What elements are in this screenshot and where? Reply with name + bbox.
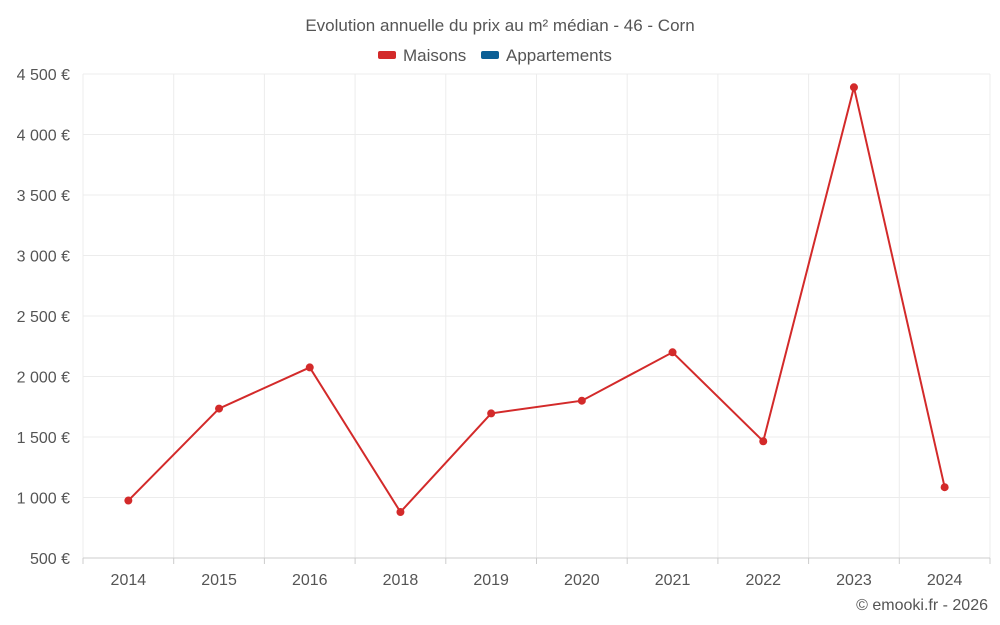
legend-swatch-appartements[interactable] bbox=[481, 51, 499, 59]
x-tick-label: 2020 bbox=[564, 572, 600, 589]
x-tick-label: 2024 bbox=[927, 572, 963, 589]
series-group bbox=[124, 83, 949, 517]
legend-label-maisons[interactable]: Maisons bbox=[403, 46, 466, 65]
data-point-maisons[interactable] bbox=[124, 496, 133, 505]
x-gridlines bbox=[82, 74, 991, 564]
x-tick-label: 2018 bbox=[383, 572, 419, 589]
x-axis-ticks: 2014 2015 2016 2018 2019 2020 2021 2022 2023 2024 bbox=[111, 572, 963, 589]
data-point-maisons[interactable] bbox=[577, 396, 586, 405]
x-tick-label: 2023 bbox=[836, 572, 872, 589]
y-tick-label: 1 500 € bbox=[17, 430, 70, 447]
x-tick-label: 2019 bbox=[473, 572, 509, 589]
x-tick-label: 2014 bbox=[111, 572, 147, 589]
y-tick-label: 2 000 € bbox=[17, 370, 70, 387]
y-tick-label: 4 000 € bbox=[17, 128, 70, 145]
data-point-maisons[interactable] bbox=[940, 483, 949, 492]
y-tick-label: 500 € bbox=[30, 551, 70, 568]
data-point-maisons[interactable] bbox=[759, 437, 768, 446]
data-point-maisons[interactable] bbox=[215, 404, 224, 413]
legend-swatch-maisons[interactable] bbox=[378, 51, 396, 59]
chart-title: Evolution annuelle du prix au m² médian … bbox=[305, 16, 694, 35]
series-line-maisons bbox=[127, 87, 946, 514]
y-tick-label: 4 500 € bbox=[17, 67, 70, 84]
y-tick-label: 1 000 € bbox=[17, 491, 70, 508]
x-tick-label: 2021 bbox=[655, 572, 691, 589]
credit-text: © emooki.fr - 2026 bbox=[856, 597, 988, 614]
data-point-maisons[interactable] bbox=[668, 348, 677, 357]
y-tick-label: 2 500 € bbox=[17, 309, 70, 326]
y-tick-label: 3 500 € bbox=[17, 188, 70, 205]
data-point-maisons[interactable] bbox=[396, 508, 405, 517]
y-tick-label: 3 000 € bbox=[17, 249, 70, 266]
data-point-maisons[interactable] bbox=[305, 363, 314, 372]
legend: Maisons Appartements bbox=[378, 46, 612, 65]
data-point-maisons[interactable] bbox=[849, 83, 858, 92]
data-point-maisons[interactable] bbox=[487, 409, 496, 418]
legend-label-appartements[interactable]: Appartements bbox=[506, 46, 612, 65]
x-tick-label: 2022 bbox=[745, 572, 781, 589]
y-axis-ticks: 500 € 1 000 € 1 500 € 2 000 € 2 500 € 3 000 €… bbox=[17, 67, 70, 568]
x-tick-label: 2016 bbox=[292, 572, 328, 589]
x-tick-label: 2015 bbox=[201, 572, 237, 589]
